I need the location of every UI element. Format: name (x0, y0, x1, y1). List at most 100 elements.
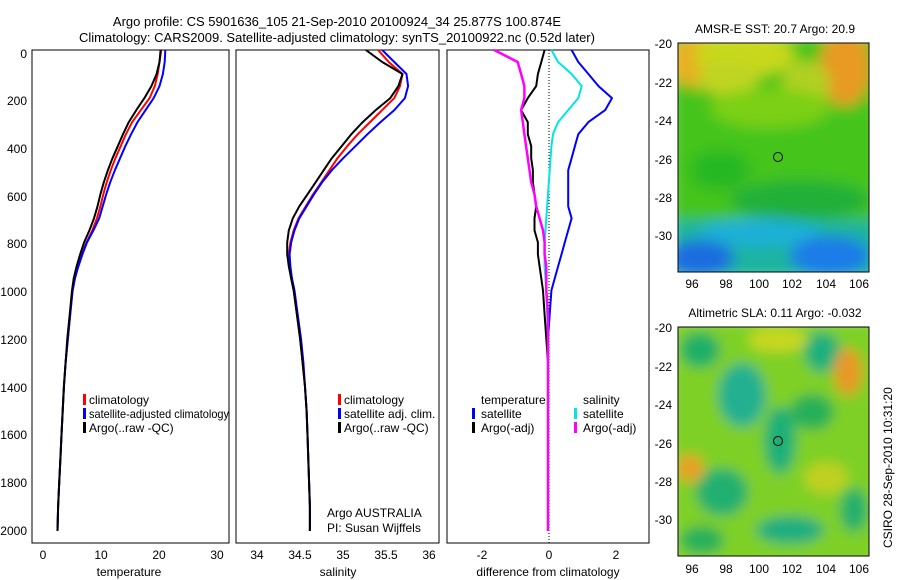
lon-tick-106: 106 (849, 277, 869, 291)
legend-label-argo: Argo(..raw -QC) (344, 421, 429, 435)
difference-legend: temperature satellite Argo(-adj) salinit… (472, 393, 636, 435)
sla-xtick-labels: 96 98 100 102 104 106 (685, 562, 869, 576)
lat-tick-26: -26 (655, 153, 673, 167)
lon-tick-100: 100 (749, 562, 769, 576)
argo-float-marker (773, 152, 783, 162)
legend-label-satellite-adjusted: satellite-adjusted climatology (89, 407, 229, 421)
sla-map-title: Altimetric SLA: 0.11 Argo: -0.032 (688, 306, 862, 320)
diff-tick-0: 0 (546, 548, 553, 562)
depth-tick-1000: 1000 (0, 285, 27, 299)
figure-title-line2: Climatology: CARS2009. Satellite-adjuste… (79, 30, 595, 45)
salinity-legend: climatology satellite adj. clim. Argo(..… (338, 393, 435, 435)
legend-swatch-sal-satellite (574, 408, 577, 419)
legend-heading-temperature: temperature (481, 393, 546, 407)
lat-tick-30: -30 (655, 229, 673, 243)
difference-xlabel: difference from climatology (476, 565, 619, 579)
legend-label-satellite-adj: satellite adj. clim. (344, 407, 435, 421)
lat-tick-22: -22 (655, 76, 673, 90)
lat-tick-20: -20 (655, 321, 673, 335)
difference-xtick-labels: -2 0 2 (477, 548, 620, 562)
lon-tick-104: 104 (816, 562, 836, 576)
salinity-panel: 34 34.5 35 35.5 36 salinity climatology … (235, 49, 440, 579)
lon-tick-96: 96 (685, 277, 699, 291)
temp-tick-10: 10 (94, 548, 108, 562)
lat-tick-30: -30 (655, 513, 673, 527)
sst-map-title: AMSR-E SST: 20.7 Argo: 20.9 (695, 22, 855, 36)
legend-swatch-argo (338, 422, 341, 433)
lat-tick-28: -28 (655, 191, 673, 205)
temperature-ytick-labels: 0 200 400 600 800 1000 1200 1400 1600 18… (0, 47, 27, 538)
legend-label-argo: Argo(..raw -QC) (89, 421, 174, 435)
temp-tick-20: 20 (152, 548, 166, 562)
difference-series (493, 48, 613, 531)
legend-label-sal-satellite: satellite (583, 407, 624, 421)
salinity-xlabel: salinity (320, 565, 357, 579)
lat-tick-22: -22 (655, 360, 673, 374)
diff-tick-2: 2 (613, 548, 620, 562)
depth-tick-2000: 2000 (0, 524, 27, 538)
legend-swatch-argo (83, 422, 86, 433)
temperature-xlabel: temperature (97, 565, 162, 579)
depth-tick-200: 200 (7, 94, 27, 108)
salinity-axes (235, 49, 440, 544)
pi-annotation: PI: Susan Wijffels (327, 521, 421, 535)
legend-label-climatology: climatology (344, 393, 404, 407)
difference-panel: -2 0 2 difference from climatology tempe… (446, 48, 650, 579)
temp-tick-30: 30 (210, 548, 224, 562)
sst-heatmap (678, 43, 869, 272)
figure-title-line1: Argo profile: CS 5901636_105 21-Sep-2010… (113, 14, 561, 29)
temperature-xtick-labels: 0 10 20 30 (40, 548, 224, 562)
series-line-argo-raw-qc (56, 49, 162, 532)
depth-tick-400: 400 (7, 142, 27, 156)
lon-tick-98: 98 (719, 562, 733, 576)
depth-tick-800: 800 (7, 237, 27, 251)
temperature-axes (31, 49, 230, 544)
sla-heatmap (678, 327, 869, 556)
sla-ytick-labels: -20 -22 -24 -26 -28 -30 (655, 321, 673, 527)
depth-tick-0: 0 (20, 47, 27, 61)
lon-tick-96: 96 (685, 562, 699, 576)
credit-timestamp: CSIRO 28-Sep-2010 10:31:20 (881, 387, 895, 548)
legend-heading-salinity: salinity (583, 393, 620, 407)
temperature-legend: climatology satellite-adjusted climatolo… (83, 393, 229, 435)
legend-label-temp-satellite: satellite (481, 407, 522, 421)
series-line-argo-raw-qc (286, 49, 404, 531)
sst-map-panel: AMSR-E SST: 20.7 Argo: 20.9 -20 (655, 22, 870, 291)
lat-tick-26: -26 (655, 437, 673, 451)
lat-tick-24: -24 (655, 398, 673, 412)
lon-tick-102: 102 (782, 277, 802, 291)
depth-tick-600: 600 (7, 190, 27, 204)
legend-swatch-climatology (83, 394, 86, 405)
legend-swatch-temp-argo (472, 422, 475, 433)
salinity-series (286, 49, 410, 531)
legend-swatch-sal-argo (574, 422, 577, 433)
legend-label-sal-argo: Argo(-adj) (583, 421, 636, 435)
depth-tick-1800: 1800 (0, 476, 27, 490)
lat-tick-20: -20 (655, 37, 673, 51)
legend-swatch-satellite-adj (338, 408, 341, 419)
lon-tick-106: 106 (849, 562, 869, 576)
depth-tick-1600: 1600 (0, 428, 27, 442)
temperature-series (56, 49, 167, 532)
series-line-temperature-satellite (547, 49, 613, 531)
legend-label-climatology: climatology (89, 393, 149, 407)
lon-tick-98: 98 (719, 277, 733, 291)
sla-map-frame (677, 326, 870, 557)
legend-swatch-climatology (338, 394, 341, 405)
legend-label-temp-argo: Argo(-adj) (481, 421, 534, 435)
argo-float-marker (773, 436, 783, 446)
sal-tick-35-5: 35.5 (374, 548, 398, 562)
salinity-xtick-labels: 34 34.5 35 35.5 36 (250, 548, 436, 562)
temperature-panel: 0 200 400 600 800 1000 1200 1400 1600 18… (0, 47, 230, 579)
legend-swatch-satellite-adjusted (83, 408, 86, 419)
lon-tick-102: 102 (782, 562, 802, 576)
lat-tick-28: -28 (655, 475, 673, 489)
depth-tick-1200: 1200 (0, 333, 27, 347)
lon-tick-100: 100 (749, 277, 769, 291)
sst-ytick-labels: -20 -22 -24 -26 -28 -30 (655, 37, 673, 243)
temp-tick-0: 0 (40, 548, 47, 562)
diff-tick-neg2: -2 (477, 548, 488, 562)
lon-tick-104: 104 (816, 277, 836, 291)
sst-map-frame (677, 42, 870, 273)
